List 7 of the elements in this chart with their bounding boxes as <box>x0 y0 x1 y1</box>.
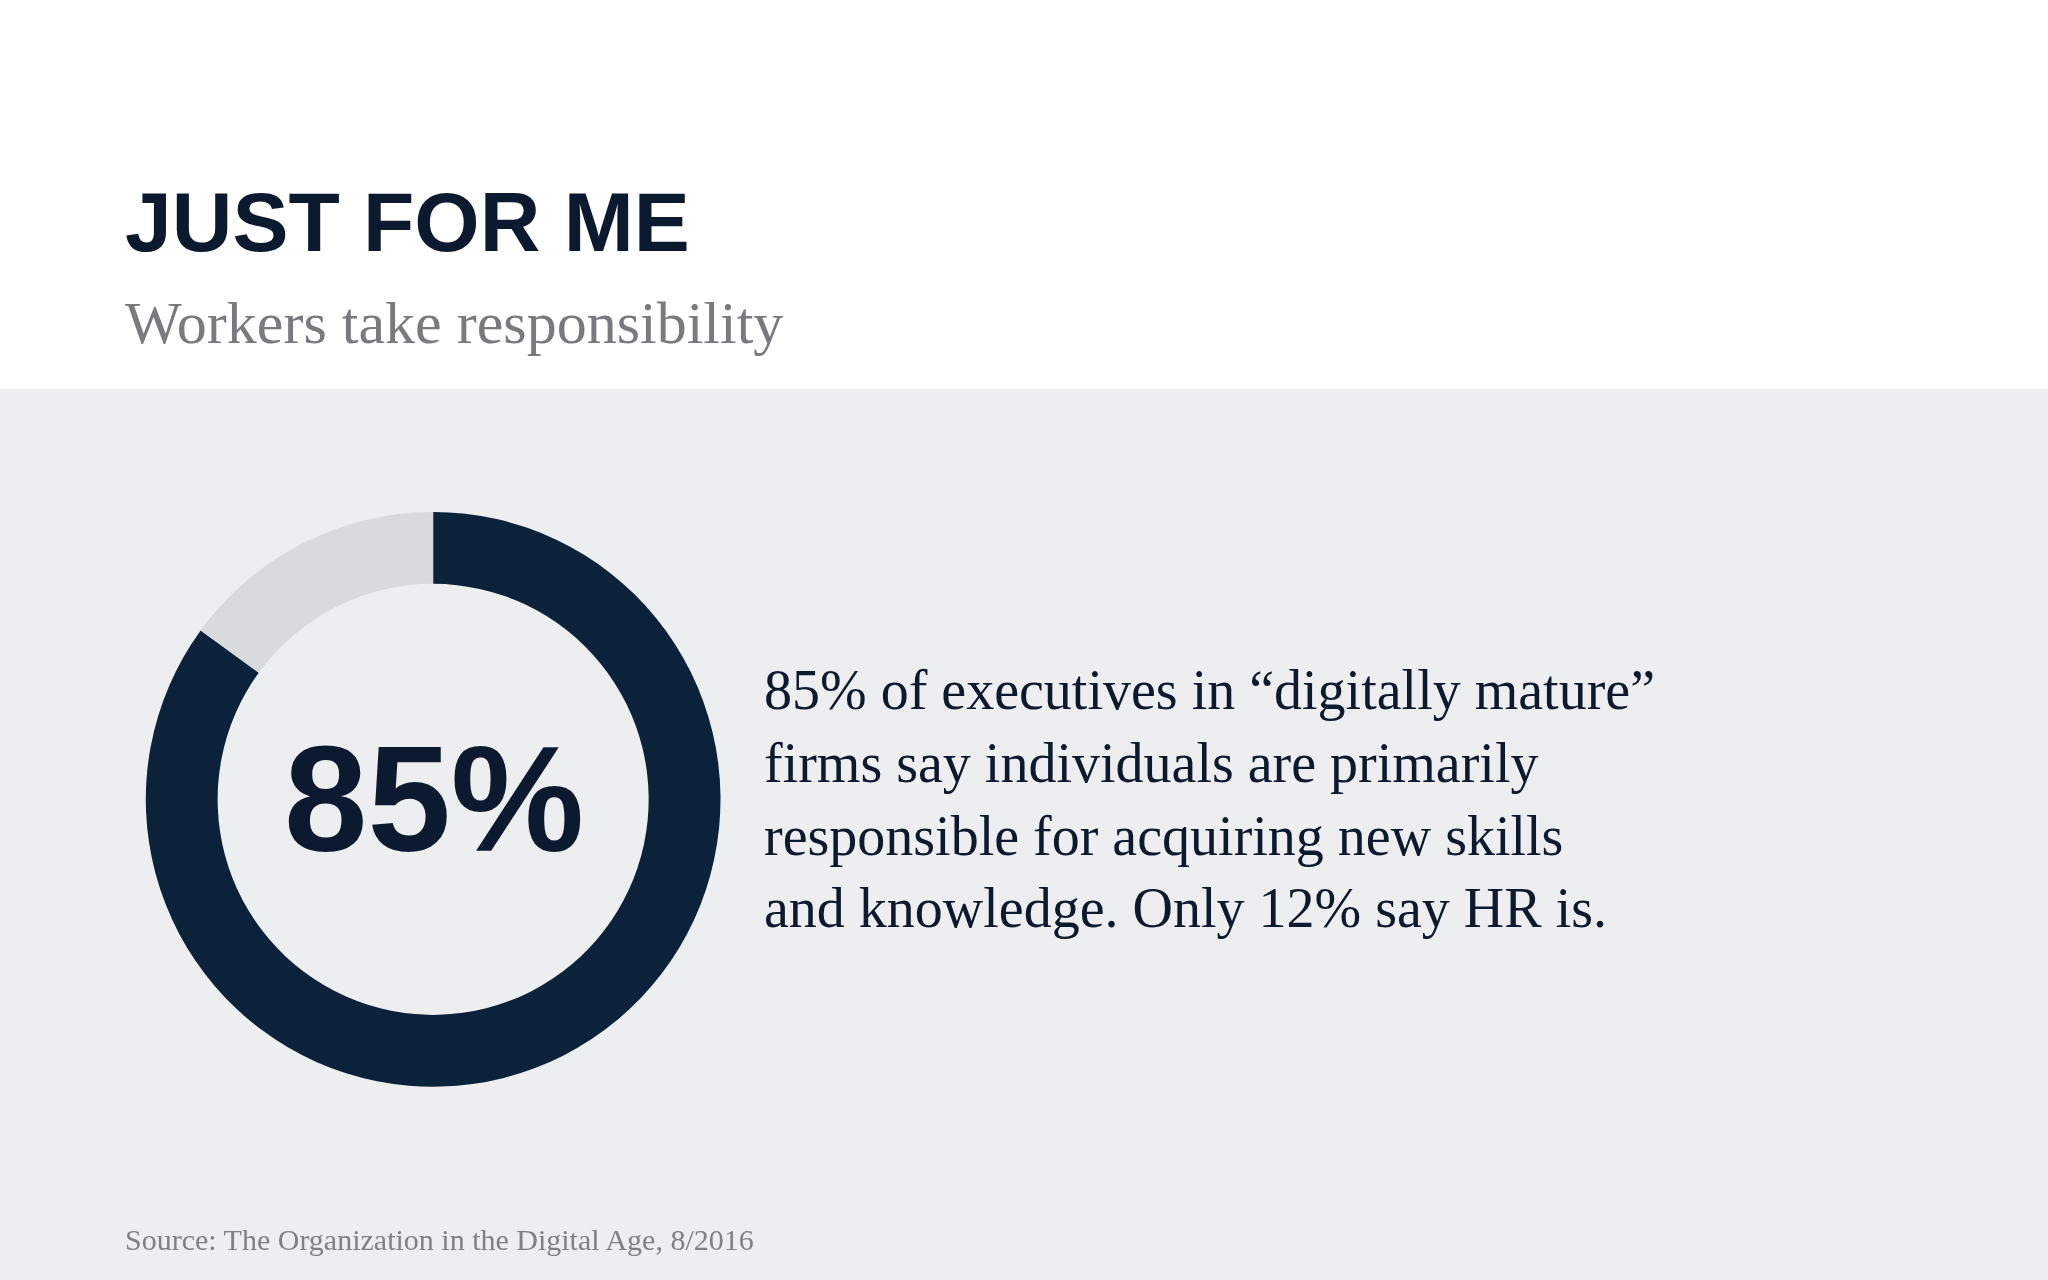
text: 85% <box>284 715 585 883</box>
text: 85% of executives in “digitally mature” firms say individuals are primarily responsible for acquiring new skills and knowledge. Only 12% say HR is. <box>764 659 1656 940</box>
donut-slice <box>145 512 721 1087</box>
chart-title: JUST FOR ME <box>125 175 690 269</box>
chart-subtitle: Workers take responsibility <box>125 290 784 356</box>
source-note: Source: The Organization in the Digital Age, 8/2016 <box>125 1223 754 1256</box>
donut-slice <box>200 512 434 673</box>
